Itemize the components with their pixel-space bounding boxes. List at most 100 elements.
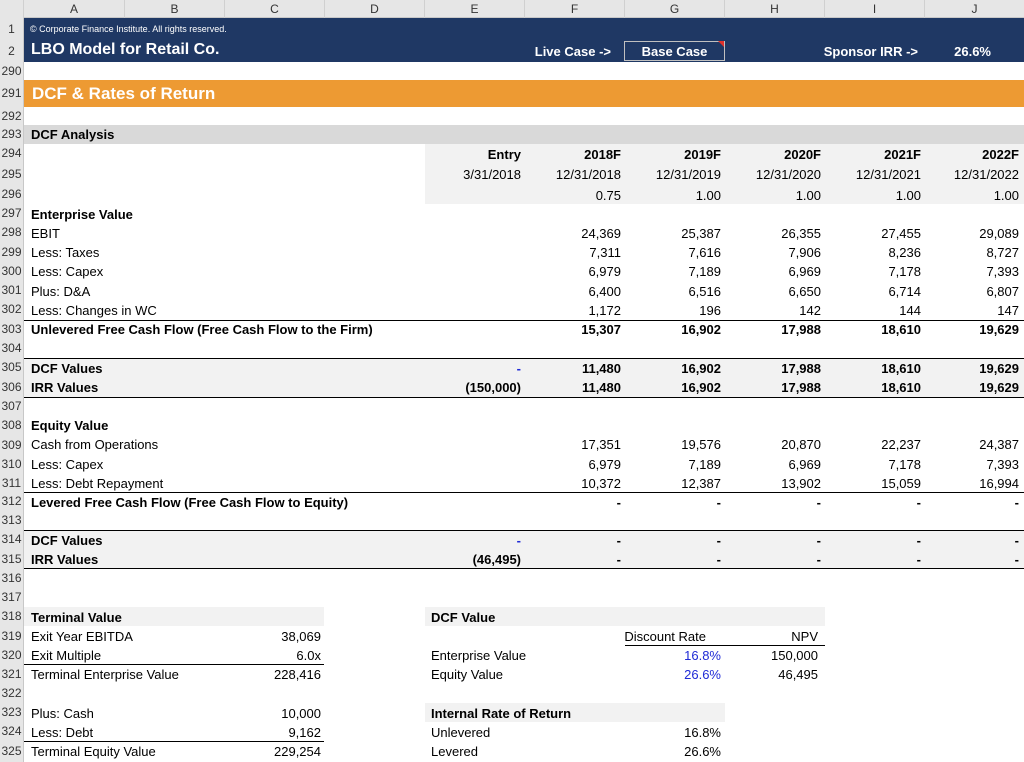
eq-dcf-values-cell[interactable]: - <box>516 533 521 548</box>
row-header[interactable]: 323 <box>0 703 24 722</box>
data-cell[interactable]: 1,172 <box>588 303 621 318</box>
row-header[interactable]: 308 <box>0 416 24 435</box>
terminal-row-value[interactable]: 229,254 <box>274 744 321 759</box>
data-cell[interactable]: 19,576 <box>681 437 721 452</box>
lfcf-cell[interactable]: - <box>716 495 721 510</box>
data-cell[interactable]: 6,714 <box>888 284 921 299</box>
column-header-i[interactable]: I <box>825 0 925 18</box>
data-cell[interactable]: 22,237 <box>881 437 921 452</box>
npv-cell[interactable]: 46,495 <box>778 667 818 682</box>
row-header[interactable]: 314 <box>0 530 24 549</box>
row-header[interactable]: 319 <box>0 626 24 646</box>
data-cell[interactable]: 17,351 <box>581 437 621 452</box>
row-header[interactable]: 306 <box>0 377 24 397</box>
column-header-e[interactable]: E <box>425 0 525 18</box>
row-header[interactable]: 307 <box>0 397 24 416</box>
row-header[interactable]: 300 <box>0 262 24 281</box>
column-header-a[interactable]: A <box>24 0 125 18</box>
row-header[interactable]: 312 <box>0 492 24 511</box>
ev-dcf-values-cell[interactable]: 17,988 <box>781 361 821 376</box>
npv-cell[interactable]: 150,000 <box>771 648 818 663</box>
row-header[interactable]: 291 <box>0 80 24 107</box>
data-cell[interactable]: 26,355 <box>781 226 821 241</box>
eq-dcf-values-cell[interactable]: - <box>616 533 621 548</box>
row-header[interactable]: 302 <box>0 300 24 319</box>
data-cell[interactable]: 27,455 <box>881 226 921 241</box>
ev-dcf-values-cell[interactable]: - <box>516 361 521 376</box>
row-header[interactable]: 299 <box>0 242 24 262</box>
select-all-corner[interactable] <box>0 0 24 18</box>
discount-rate-input[interactable]: 16.8% <box>684 648 721 663</box>
row-header[interactable]: 313 <box>0 511 24 530</box>
row-header[interactable]: 310 <box>0 455 24 474</box>
data-cell[interactable]: 29,089 <box>979 226 1019 241</box>
data-cell[interactable]: 24,387 <box>979 437 1019 452</box>
data-cell[interactable]: 25,387 <box>681 226 721 241</box>
data-cell[interactable]: 8,727 <box>986 245 1019 260</box>
lfcf-cell[interactable]: - <box>916 495 921 510</box>
irr-row-value[interactable]: 16.8% <box>684 725 721 740</box>
row-header[interactable]: 1 <box>0 18 24 41</box>
data-cell[interactable]: 6,969 <box>788 457 821 472</box>
row-header[interactable]: 322 <box>0 684 24 703</box>
data-cell[interactable]: 6,650 <box>788 284 821 299</box>
live-case-select[interactable]: Base Case <box>624 41 725 61</box>
data-cell[interactable]: 7,393 <box>986 264 1019 279</box>
row-header[interactable]: 296 <box>0 185 24 204</box>
column-header-h[interactable]: H <box>725 0 825 18</box>
data-cell[interactable]: 6,516 <box>688 284 721 299</box>
data-cell[interactable]: 8,236 <box>888 245 921 260</box>
irr-row-value[interactable]: 26.6% <box>684 744 721 759</box>
row-header[interactable]: 325 <box>0 741 24 762</box>
data-cell[interactable]: 7,189 <box>688 457 721 472</box>
row-header[interactable]: 301 <box>0 281 24 300</box>
ufcf-cell[interactable]: 18,610 <box>881 322 921 337</box>
ufcf-cell[interactable]: 16,902 <box>681 322 721 337</box>
discount-rate-input[interactable]: 26.6% <box>684 667 721 682</box>
data-cell[interactable]: 20,870 <box>781 437 821 452</box>
terminal-row-value[interactable]: 10,000 <box>281 706 321 721</box>
terminal-row-value[interactable]: 6.0x <box>296 648 321 663</box>
data-cell[interactable]: 7,906 <box>788 245 821 260</box>
data-cell[interactable]: 142 <box>799 303 821 318</box>
eq-irr-values-cell[interactable]: - <box>1014 552 1019 567</box>
row-header[interactable]: 315 <box>0 549 24 569</box>
data-cell[interactable]: 24,369 <box>581 226 621 241</box>
data-cell[interactable]: 6,400 <box>588 284 621 299</box>
row-header[interactable]: 293 <box>0 125 24 144</box>
ev-irr-values-cell[interactable]: 19,629 <box>979 380 1019 395</box>
data-cell[interactable]: 6,979 <box>588 457 621 472</box>
data-cell[interactable]: 7,616 <box>688 245 721 260</box>
row-header[interactable]: 316 <box>0 569 24 588</box>
row-header[interactable]: 304 <box>0 339 24 358</box>
ev-irr-values-cell[interactable]: (150,000) <box>465 380 521 395</box>
ufcf-cell[interactable]: 19,629 <box>979 322 1019 337</box>
lfcf-cell[interactable]: - <box>816 495 821 510</box>
row-header[interactable]: 294 <box>0 144 24 163</box>
row-header[interactable]: 290 <box>0 62 24 80</box>
row-header[interactable]: 2 <box>0 41 24 62</box>
ev-dcf-values-cell[interactable]: 18,610 <box>881 361 921 376</box>
data-cell[interactable]: 12,387 <box>681 476 721 491</box>
column-header-b[interactable]: B <box>125 0 225 18</box>
ev-dcf-values-cell[interactable]: 16,902 <box>681 361 721 376</box>
data-cell[interactable]: 6,969 <box>788 264 821 279</box>
row-header[interactable]: 297 <box>0 204 24 223</box>
data-cell[interactable]: 7,189 <box>688 264 721 279</box>
column-header-j[interactable]: J <box>971 2 978 16</box>
ev-irr-values-cell[interactable]: 11,480 <box>581 380 621 395</box>
eq-irr-values-cell[interactable]: - <box>716 552 721 567</box>
eq-irr-values-cell[interactable]: (46,495) <box>472 552 521 567</box>
ufcf-cell[interactable]: 15,307 <box>581 322 621 337</box>
row-header[interactable]: 292 <box>0 107 24 125</box>
data-cell[interactable]: 144 <box>899 303 921 318</box>
terminal-row-value[interactable]: 38,069 <box>281 629 321 644</box>
data-cell[interactable]: 7,178 <box>888 264 921 279</box>
data-cell[interactable]: 13,902 <box>781 476 821 491</box>
column-header-f[interactable]: F <box>525 0 625 18</box>
terminal-row-value[interactable]: 9,162 <box>288 725 321 740</box>
column-header-c[interactable]: C <box>225 0 325 18</box>
row-header[interactable]: 321 <box>0 665 24 684</box>
data-cell[interactable]: 7,311 <box>589 245 621 260</box>
lfcf-cell[interactable]: - <box>616 495 621 510</box>
